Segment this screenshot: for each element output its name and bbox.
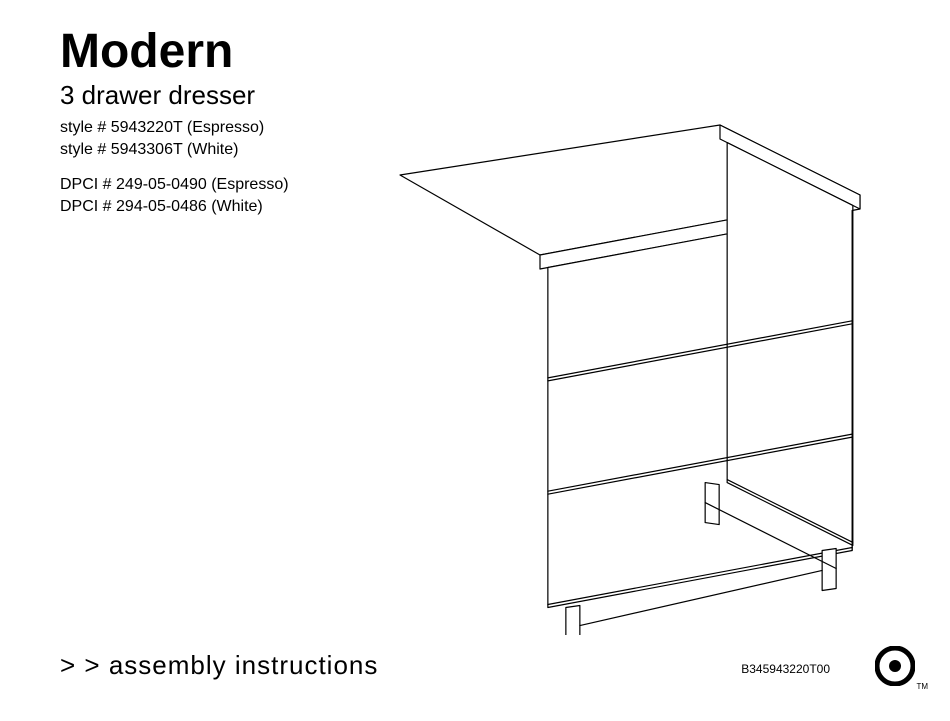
- product-title: Modern: [60, 28, 289, 76]
- footer-code: B345943220T00: [741, 662, 830, 676]
- dpci-line-2: DPCI # 294-05-0486 (White): [60, 196, 289, 218]
- target-logo-icon: [875, 646, 915, 691]
- trademark: TM: [916, 682, 928, 691]
- header: Modern 3 drawer dresser style # 5943220T…: [60, 28, 289, 217]
- dresser-diagram: [270, 115, 890, 635]
- style-line-2: style # 5943306T (White): [60, 139, 289, 161]
- footer-prefix: > >: [60, 650, 101, 680]
- style-line-1: style # 5943220T (Espresso): [60, 117, 289, 139]
- footer-label: > > assembly instructions: [60, 650, 378, 681]
- footer-text: assembly instructions: [109, 650, 379, 680]
- dpci-line-1: DPCI # 249-05-0490 (Espresso): [60, 174, 289, 196]
- product-subtitle: 3 drawer dresser: [60, 80, 289, 111]
